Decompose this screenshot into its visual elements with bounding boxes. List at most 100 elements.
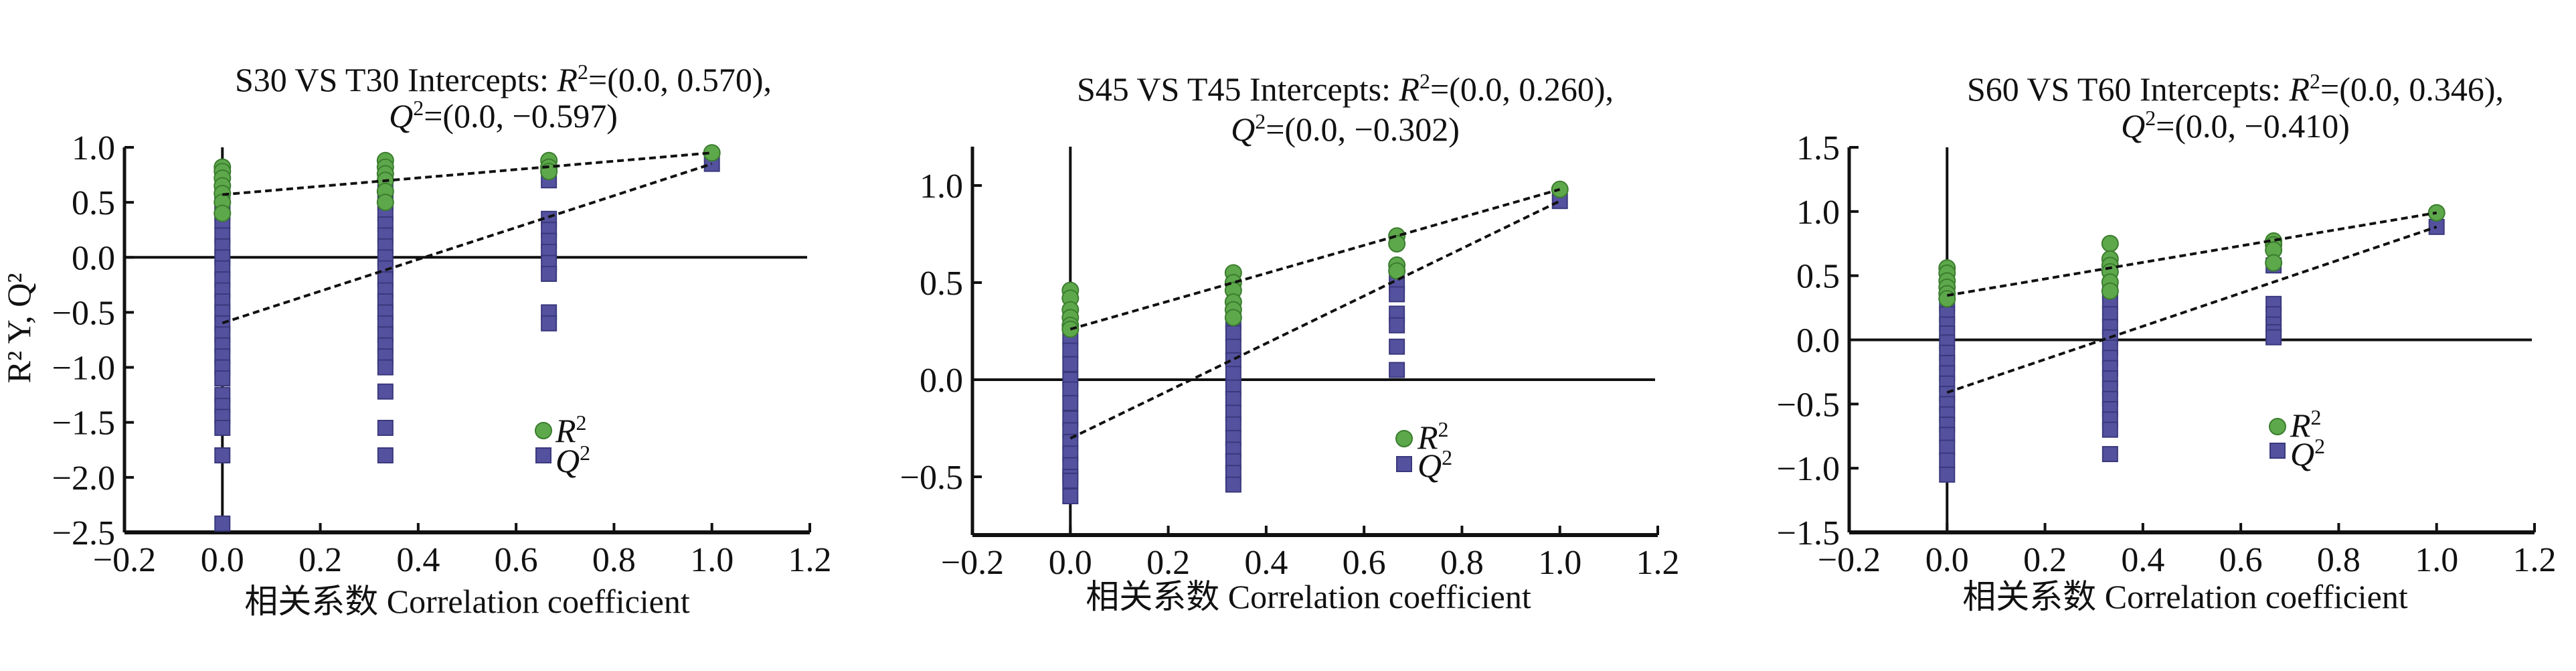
- y-tick-label: 1.0: [72, 129, 115, 167]
- q2-point: [1225, 391, 1241, 407]
- q2-point: [1389, 286, 1405, 303]
- q2-point: [377, 447, 394, 463]
- y-tick-label: −0.5: [52, 294, 115, 332]
- x-tick-label: 0.8: [2317, 541, 2360, 579]
- x-tick-label: 0.6: [2219, 541, 2263, 579]
- q2-point: [1389, 317, 1405, 333]
- x-tick-label: 1.0: [2415, 541, 2458, 579]
- ticks: −0.2 0.0 0.2 0.4 0.6 0.8 1.0 1.2 1.0 0.5 0.0 −0.5 −1…: [52, 129, 832, 579]
- legend-r2-sup: 2: [1438, 417, 1449, 441]
- q2-point: [377, 359, 394, 376]
- q2-point: [1939, 452, 1956, 469]
- y-tick-label: 0.0: [920, 362, 963, 400]
- y-tick-label: −1.5: [52, 404, 115, 443]
- y-tick-label: 0.0: [72, 239, 115, 277]
- data-marks: [1938, 204, 2445, 483]
- q2-point: [1225, 366, 1241, 382]
- title-q2-symbol: Q: [2121, 107, 2145, 145]
- title-r2-sup: 2: [578, 60, 588, 84]
- y-tick-label: 0.5: [1796, 258, 1840, 296]
- legend: R2 Q2: [1395, 417, 1452, 484]
- y-tick-label: 0.0: [1796, 322, 1840, 360]
- x-axis-label: 相关系数 Correlation coefficient: [1086, 578, 1531, 615]
- title-q2-sup: 2: [1255, 109, 1266, 133]
- legend-q2-sup: 2: [1442, 445, 1452, 469]
- q2-point: [2265, 329, 2282, 346]
- x-tick-label: 1.2: [1636, 544, 1680, 582]
- data-marks: [1061, 180, 1569, 504]
- y-tick-label: −2.5: [52, 514, 115, 552]
- y-tick-label: −2.0: [52, 459, 115, 498]
- title-q2-symbol: Q: [1231, 110, 1255, 148]
- ticks: −0.2 0.0 0.2 0.4 0.6 0.8 1.0 1.2 1.5 1.0 0.5 0.0 −0.…: [1777, 129, 2557, 579]
- panel-title-line2: Q2=(0.0, −0.410): [2121, 106, 2350, 145]
- x-tick-label: 0.2: [2023, 541, 2067, 579]
- q2-point: [1225, 338, 1241, 355]
- q2-regression-line: [1946, 225, 2437, 394]
- legend-r2-marker: [2269, 418, 2286, 435]
- q2-point: [1225, 325, 1241, 342]
- q2-point: [1225, 352, 1241, 368]
- r2-regression-line: [1069, 188, 1561, 331]
- q2-point: [1062, 394, 1079, 411]
- legend-r2-sup: 2: [2311, 405, 2322, 429]
- x-tick-label: −0.2: [1818, 541, 1881, 579]
- legend-r2-marker: [1395, 430, 1413, 447]
- legend: R2 Q2: [535, 411, 590, 479]
- data-marks: [213, 144, 721, 532]
- title-prefix: S45 VS T45 Intercepts:: [1077, 70, 1399, 108]
- x-tick-label: 0.2: [1146, 544, 1190, 582]
- r2-point: [2101, 282, 2119, 300]
- y-tick-label: 1.0: [1796, 194, 1840, 232]
- q2-point: [1062, 472, 1079, 489]
- panel-title-line1: S60 VS T60 Intercepts: R2=(0.0, 0.346),: [1967, 69, 2504, 108]
- r2-point: [1388, 262, 1406, 280]
- q2-point: [214, 515, 231, 532]
- q2-point: [214, 419, 231, 436]
- legend-r2-label: R2: [555, 411, 587, 449]
- q2-point: [377, 383, 394, 400]
- q2-regression-line: [222, 162, 713, 325]
- q2-point: [2101, 421, 2118, 438]
- y-tick-label: 1.0: [920, 167, 963, 206]
- ticks: −0.2 0.0 0.2 0.4 0.6 0.8 1.0 1.2 1.0 0.5 0.0 −0.5: [900, 147, 1680, 582]
- x-tick-label: 0.4: [2121, 541, 2164, 579]
- x-tick-label: 1.2: [788, 541, 832, 579]
- q2-point: [1939, 466, 1956, 483]
- r2-regression-line: [1946, 211, 2437, 297]
- title-prefix: S60 VS T60 Intercepts:: [1967, 70, 2289, 108]
- panel-title-line2: Q2=(0.0, −0.302): [1231, 109, 1460, 148]
- title-prefix: S30 VS T30 Intercepts:: [235, 61, 557, 98]
- x-tick-label: 1.2: [2513, 541, 2557, 579]
- q2-point: [214, 447, 231, 463]
- legend-q2-marker: [535, 447, 551, 463]
- legend-q2-label: Q2: [555, 441, 590, 479]
- q2-point: [1062, 356, 1079, 372]
- x-tick-label: 0.4: [396, 541, 440, 579]
- legend-q2-sup: 2: [580, 441, 590, 465]
- r2-point: [2265, 254, 2283, 272]
- panel-title-line1: S30 VS T30 Intercepts: R2=(0.0, 0.570),: [235, 60, 772, 98]
- r2-point: [1224, 309, 1242, 327]
- y-tick-label: −0.5: [1777, 386, 1840, 424]
- legend-r2-marker: [535, 422, 552, 439]
- q2-regression-line: [1069, 200, 1561, 440]
- q2-point: [2101, 446, 2118, 463]
- y-axis-label: R² Y, Q²: [0, 273, 37, 384]
- x-axis-label: 相关系数 Correlation coefficient: [1962, 578, 2408, 615]
- panel-title-line1: S45 VS T45 Intercepts: R2=(0.0, 0.260),: [1077, 69, 1614, 108]
- title-r2-value: =(0.0, 0.346),: [2320, 70, 2504, 108]
- q2-point: [1062, 342, 1079, 359]
- panel-s30-vs-t30: S30 VS T30 Intercepts: R2=(0.0, 0.570), …: [0, 60, 832, 620]
- title-q2-value: =(0.0, −0.302): [1266, 110, 1460, 148]
- title-r2-value: =(0.0, 0.260),: [1430, 70, 1614, 108]
- x-tick-label: 0.8: [592, 541, 636, 579]
- title-q2-value: =(0.0, −0.410): [2156, 107, 2350, 145]
- x-tick-label: 0.2: [298, 541, 342, 579]
- y-tick-label: −1.0: [52, 350, 115, 388]
- legend-q2-marker: [2269, 443, 2286, 459]
- q2-point: [1389, 362, 1405, 378]
- y-tick-label: 0.5: [72, 184, 115, 222]
- q2-point: [541, 315, 557, 331]
- q2-point: [1062, 381, 1079, 398]
